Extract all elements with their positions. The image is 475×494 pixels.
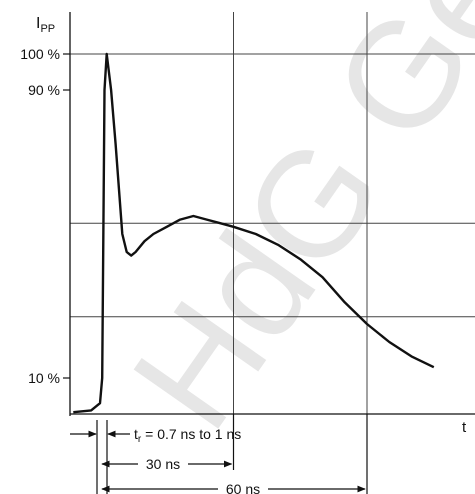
span30-label: 30 ns — [146, 456, 180, 472]
rise-time-label: tr = 0.7 ns to 1 ns — [134, 426, 241, 445]
watermark: HdG Ge — [100, 0, 475, 457]
rise-time-text: = 0.7 ns to 1 ns — [141, 426, 241, 442]
rise-time-sub: r — [138, 434, 142, 445]
y-axis-label-sub: PP — [40, 23, 55, 35]
y-axis-label: IPP — [36, 15, 55, 35]
y-tick-label-0: 100 % — [20, 46, 60, 62]
current-waveform-line — [73, 52, 435, 414]
x-axis-label: t — [462, 419, 467, 436]
y-tick-label-2: 10 % — [28, 370, 60, 386]
time-annotations: tr = 0.7 ns to 1 ns 30 ns 60 ns — [70, 414, 368, 494]
axes: IPP t — [36, 12, 475, 436]
grid — [70, 12, 475, 414]
span60-label: 60 ns — [226, 481, 260, 494]
y-tick-label-1: 90 % — [28, 82, 60, 98]
y-tick-labels: 100 % 90 % 10 % — [20, 46, 70, 386]
